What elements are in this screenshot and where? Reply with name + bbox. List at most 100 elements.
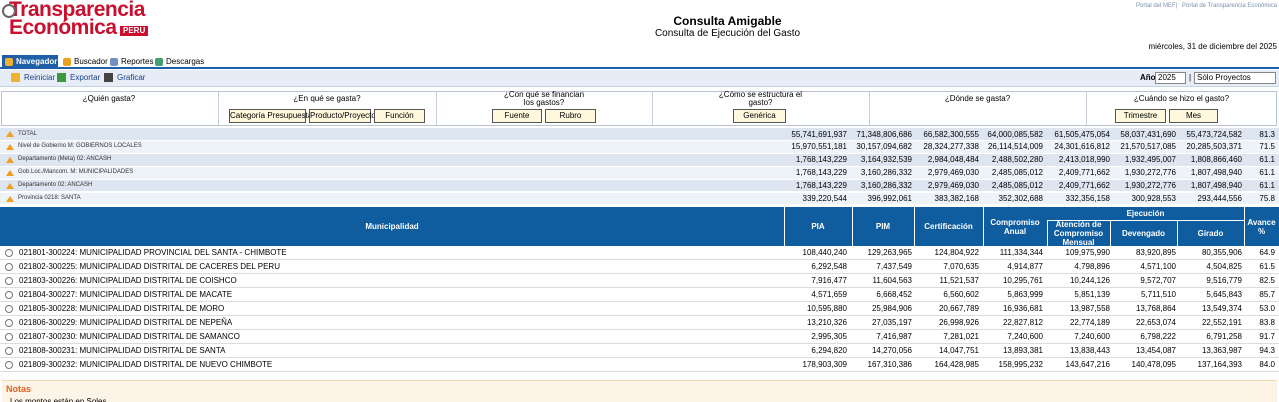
summary-icon[interactable] (6, 156, 14, 163)
summary-label[interactable]: Gob.Loc./Mancom. M: MUNICIPALIDADES (18, 169, 134, 176)
cell-value: 6,294,820 (811, 346, 847, 355)
year-select[interactable]: 2025 (1155, 72, 1186, 84)
link[interactable]: Portal del MEF (1136, 3, 1176, 9)
cell-value: 178,903,309 (802, 360, 848, 369)
tab-icon (155, 58, 163, 66)
row-radio[interactable] (5, 291, 13, 299)
filter-select[interactable]: Sólo Proyectos (1194, 72, 1276, 84)
summary-value: 2,409,771,662 (1058, 181, 1110, 191)
row-radio[interactable] (5, 277, 13, 285)
summary-row (0, 128, 1279, 141)
summary-value: 75.8 (1259, 194, 1275, 203)
data-row[interactable] (0, 358, 1279, 372)
question-button[interactable]: Rubro (545, 109, 596, 123)
cell-value: 20,667,789 (938, 304, 979, 313)
summary-label[interactable]: Departamento (Meta) 02: ANCASH (18, 156, 112, 163)
row-radio[interactable] (5, 263, 13, 271)
summary-icon[interactable] (6, 169, 14, 176)
data-row[interactable] (0, 330, 1279, 344)
column-header[interactable]: Compromiso Anual (990, 217, 1040, 236)
tab[interactable]: Reportes (121, 57, 154, 66)
row-radio[interactable] (5, 305, 13, 313)
column-header[interactable]: Certificación (924, 222, 973, 231)
column-header[interactable]: Devengado (1121, 229, 1166, 238)
data-row[interactable] (0, 344, 1279, 358)
summary-value: 1,930,272,776 (1124, 168, 1176, 178)
cell-value: 14,047,751 (938, 346, 979, 355)
column-header: Municipalidad (365, 222, 419, 231)
summary-row (0, 192, 1279, 206)
cell-value: 22,827,812 (1002, 318, 1043, 327)
row-radio[interactable] (5, 361, 13, 369)
toolbar-button[interactable]: Exportar (70, 73, 101, 82)
data-row[interactable] (0, 302, 1279, 316)
summary-value: 30,157,094,682 (856, 142, 912, 152)
summary-value: 2,488,502,280 (991, 155, 1043, 165)
toolbar-button[interactable]: Graficar (117, 73, 146, 82)
cell-value: 94.3 (1259, 346, 1275, 355)
cell-value: 111,334,344 (999, 248, 1043, 257)
question-button[interactable]: Producto/Proyecto (309, 109, 376, 123)
row-radio[interactable] (5, 249, 13, 257)
summary-label[interactable]: TOTAL (18, 130, 37, 137)
cell-value: 124,804,922 (934, 248, 980, 257)
question-button[interactable]: Trimestre (1115, 109, 1166, 123)
question-button[interactable]: Fuente (492, 109, 542, 123)
tab[interactable]: Buscador (74, 57, 108, 66)
data-row[interactable] (0, 246, 1279, 260)
question-button[interactable]: Genérica (733, 109, 786, 123)
header-divider (1177, 221, 1178, 246)
column-header[interactable]: Girado (1197, 229, 1224, 238)
cell-value: 11,604,563 (872, 276, 912, 285)
cell-value: 7,240,600 (1007, 332, 1043, 341)
summary-value: 58,037,431,690 (1120, 129, 1176, 139)
summary-value: 3,160,286,332 (860, 168, 912, 178)
summary-value: 3,160,286,332 (860, 181, 912, 191)
cell-value: 13,768,864 (1135, 304, 1176, 313)
summary-label[interactable]: Provincia 0218: SANTA (18, 195, 81, 201)
summary-icon[interactable] (6, 143, 14, 150)
cell-value: 22,552,191 (1201, 318, 1242, 327)
data-row[interactable] (0, 288, 1279, 302)
logo-line1: Transparencia (9, 0, 145, 21)
row-label: 021802-300225: MUNICIPALIDAD DISTRITAL D… (19, 262, 280, 271)
question-button[interactable]: Categoría Presupuestal (229, 109, 314, 123)
question-panel (1, 91, 1277, 126)
header-divider (784, 207, 785, 246)
tab[interactable]: Navegador (2, 55, 58, 68)
row-radio[interactable] (5, 333, 13, 341)
summary-icon[interactable] (6, 182, 14, 189)
cell-value: 14,270,056 (871, 346, 912, 355)
summary-value: 3,164,932,539 (860, 155, 912, 165)
question-label: ¿Con qué se financian los gastos? (503, 90, 585, 107)
column-header[interactable]: Atención de Compromiso Mensual (1053, 220, 1104, 247)
summary-label[interactable]: Departamento 02: ANCASH (18, 182, 93, 189)
cell-value: 7,281,021 (943, 332, 979, 341)
question-button[interactable]: Función (374, 109, 425, 123)
summary-value: 61.1 (1259, 155, 1275, 165)
row-label: 021808-300231: MUNICIPALIDAD DISTRITAL D… (19, 346, 226, 355)
summary-label[interactable]: Nivel de Gobierno M: GOBIERNOS LOCALES (18, 143, 142, 150)
cell-value: 6,791,258 (1206, 332, 1242, 341)
cell-value: 16,936,681 (1002, 304, 1043, 313)
data-row[interactable] (0, 274, 1279, 288)
data-row[interactable] (0, 316, 1279, 330)
cell-value: 7,437,549 (876, 262, 912, 271)
summary-value: 1,930,272,776 (1124, 181, 1176, 191)
summary-value: 28,324,277,338 (923, 142, 979, 152)
column-header[interactable]: PIM (875, 222, 891, 231)
tab[interactable]: Descargas (166, 57, 205, 66)
toolbar-button[interactable]: Reiniciar (24, 73, 56, 82)
summary-icon[interactable] (6, 131, 14, 137)
link[interactable]: Portal de Transparencia Económica (1182, 3, 1278, 9)
column-header[interactable]: PIA (811, 222, 825, 231)
summary-value: 1,807,498,940 (1190, 168, 1242, 178)
summary-value: 55,741,691,937 (791, 129, 847, 139)
question-button[interactable]: Mes (1169, 109, 1218, 123)
row-radio[interactable] (5, 347, 13, 355)
summary-icon[interactable] (6, 195, 14, 202)
row-radio[interactable] (5, 319, 13, 327)
row-label: 021805-300228: MUNICIPALIDAD DISTRITAL D… (19, 304, 225, 313)
data-row[interactable] (0, 260, 1279, 274)
column-header[interactable]: Avance % (1247, 217, 1276, 236)
